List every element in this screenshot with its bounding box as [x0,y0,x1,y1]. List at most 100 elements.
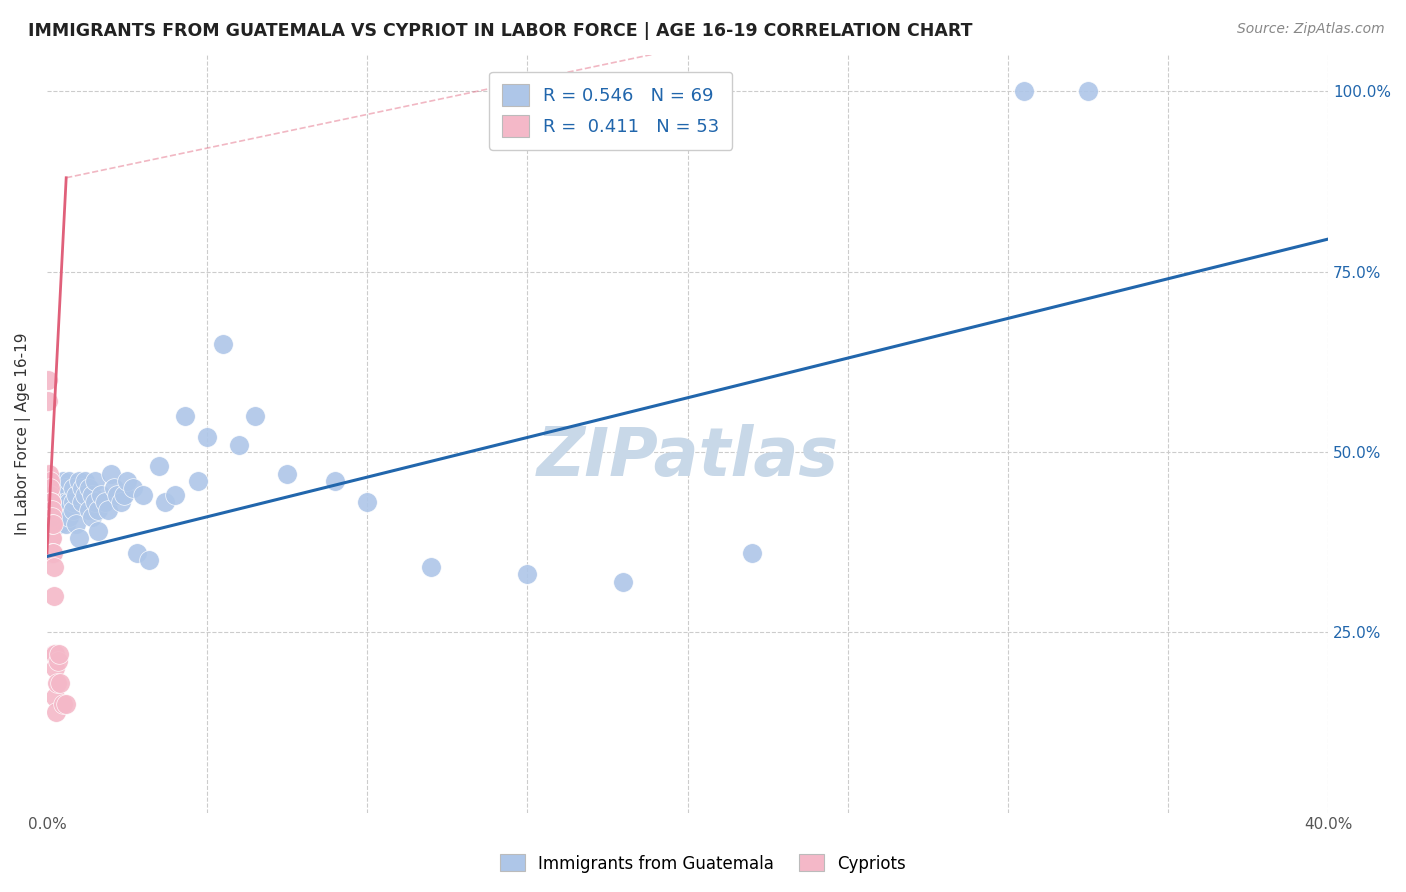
Point [420,560,443,574]
Point [38,532,60,546]
Point [70,495,93,509]
Point [44,690,66,705]
Point [75,474,97,488]
Legend: R = 0.546   N = 69, R =  0.411   N = 53: R = 0.546 N = 69, R = 0.411 N = 53 [489,71,733,150]
Legend: Immigrants from Guatemala, Cypriots: Immigrants from Guatemala, Cypriots [494,847,912,880]
Point [38,495,60,509]
Point [41,495,63,509]
Point [84,495,107,509]
Point [42,560,65,574]
Point [37,373,59,387]
Point [49,516,72,531]
Point [77,502,100,516]
Point [38,532,60,546]
Point [80,509,103,524]
Point [110,495,132,509]
Point [58,509,80,524]
Point [46,654,69,668]
Point [103,481,125,495]
Point [612,574,634,589]
Point [87,502,110,516]
Point [155,495,177,509]
Point [58,495,80,509]
Point [100,467,122,481]
Point [356,495,378,509]
Point [38,474,60,488]
Point [39,532,62,546]
Point [243,409,266,423]
Point [228,437,250,451]
Point [741,546,763,560]
Point [173,409,195,423]
Point [323,474,346,488]
Point [67,532,90,546]
Point [165,488,187,502]
Text: ZIPatlas: ZIPatlas [537,424,838,490]
Point [41,516,63,531]
Point [48,647,70,661]
Point [37,495,59,509]
Point [55,495,77,509]
Point [42,495,65,509]
Point [39,495,62,509]
Point [42,546,65,560]
Point [49,502,72,516]
Point [39,516,62,531]
Point [41,546,63,560]
Point [37,539,59,553]
Point [41,516,63,531]
Point [38,488,60,502]
Point [39,495,62,509]
Point [37,394,59,409]
Point [58,474,80,488]
Point [42,516,65,531]
Point [55,516,77,531]
Point [1077,84,1099,98]
Point [49,488,72,502]
Point [62,481,84,495]
Point [38,502,60,516]
Point [62,502,84,516]
Point [44,661,66,675]
Point [52,474,75,488]
Point [1012,84,1035,98]
Point [38,546,60,560]
Point [45,675,67,690]
Point [52,698,75,712]
Point [39,495,62,509]
Point [45,495,67,509]
Point [67,474,90,488]
Point [186,474,208,488]
Point [49,675,72,690]
Point [90,488,112,502]
Point [87,524,110,539]
Point [38,481,60,495]
Point [138,553,160,567]
Point [39,532,62,546]
Point [41,532,63,546]
Point [42,589,65,603]
Point [38,516,60,531]
Point [195,430,218,444]
Point [65,516,87,531]
Point [62,495,84,509]
Point [112,488,135,502]
Point [37,474,59,488]
Point [42,488,65,502]
Point [42,546,65,560]
Point [39,502,62,516]
Point [93,495,115,509]
Point [148,459,170,474]
Point [44,647,66,661]
Point [516,567,538,582]
Point [212,336,235,351]
Point [37,495,59,509]
Point [38,481,60,495]
Point [38,495,60,509]
Point [52,509,75,524]
Point [55,698,77,712]
Point [97,502,120,516]
Point [75,488,97,502]
Point [45,705,67,719]
Point [37,516,59,531]
